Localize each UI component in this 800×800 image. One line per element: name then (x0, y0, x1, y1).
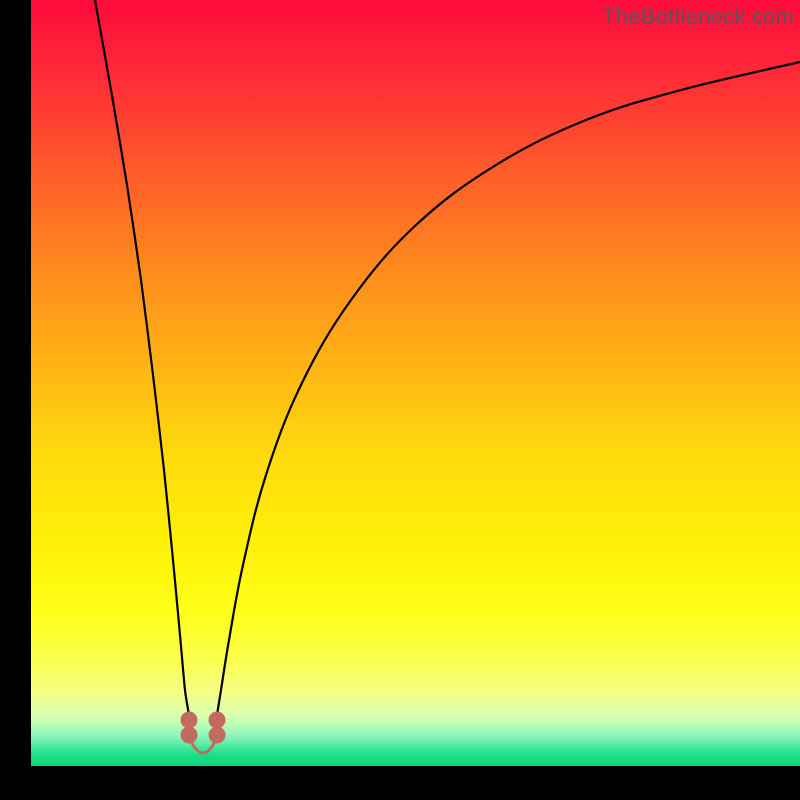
gradient-background (31, 0, 800, 766)
trough-marker (181, 727, 198, 744)
chart-svg (31, 0, 800, 766)
trough-marker (209, 712, 226, 729)
plot-area: TheBottleneck.com (31, 0, 800, 766)
watermark-label: TheBottleneck.com (602, 4, 794, 30)
trough-marker (209, 727, 226, 744)
trough-marker (181, 712, 198, 729)
